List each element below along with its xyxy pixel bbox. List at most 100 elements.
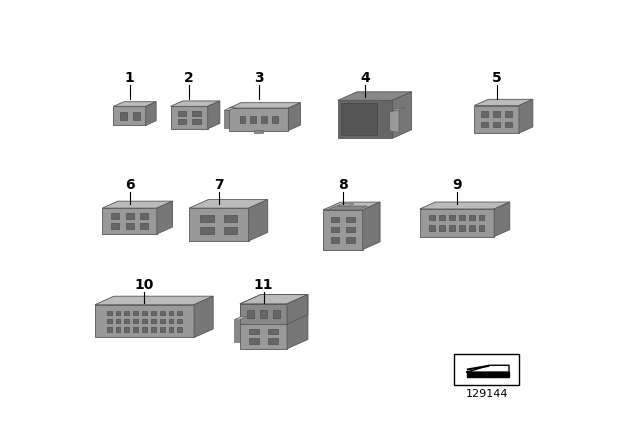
Bar	[224, 215, 237, 222]
Text: 129144: 129144	[465, 389, 508, 399]
Polygon shape	[390, 107, 404, 112]
Bar	[493, 122, 500, 127]
Bar	[107, 319, 111, 323]
Polygon shape	[287, 294, 308, 324]
Bar	[331, 227, 339, 233]
Bar	[125, 223, 134, 228]
Polygon shape	[240, 294, 308, 304]
Bar	[479, 225, 484, 231]
Polygon shape	[189, 208, 249, 241]
Polygon shape	[234, 319, 240, 342]
Bar	[272, 116, 278, 123]
Bar	[160, 327, 164, 332]
Polygon shape	[102, 201, 173, 208]
Bar	[449, 225, 455, 231]
Polygon shape	[194, 296, 213, 337]
Text: 5: 5	[492, 71, 502, 85]
Polygon shape	[146, 102, 156, 125]
Bar	[341, 103, 377, 135]
Bar	[505, 122, 512, 127]
Polygon shape	[420, 209, 494, 237]
Bar	[177, 319, 182, 323]
Bar	[193, 111, 201, 116]
Bar	[177, 120, 186, 124]
Bar	[107, 310, 111, 315]
Bar	[168, 319, 173, 323]
Bar	[469, 225, 475, 231]
Bar	[249, 329, 259, 334]
Bar	[261, 116, 267, 123]
Polygon shape	[234, 317, 246, 319]
Bar	[142, 319, 147, 323]
Bar	[481, 122, 488, 127]
Polygon shape	[229, 108, 288, 130]
Bar	[177, 111, 186, 116]
Polygon shape	[189, 200, 268, 208]
Bar	[177, 310, 182, 315]
Bar	[449, 215, 455, 220]
Bar	[132, 112, 140, 120]
Bar	[505, 111, 512, 117]
Bar	[111, 213, 119, 219]
Polygon shape	[170, 106, 208, 129]
Text: 6: 6	[125, 178, 134, 192]
Bar	[142, 327, 147, 332]
Bar	[454, 354, 519, 385]
Bar	[439, 215, 445, 220]
Text: 9: 9	[452, 178, 462, 192]
Polygon shape	[390, 110, 399, 133]
Bar	[346, 227, 355, 233]
Text: 11: 11	[254, 278, 273, 292]
Bar	[140, 223, 148, 228]
Bar	[133, 327, 138, 332]
Bar	[120, 112, 127, 120]
Bar	[268, 329, 278, 334]
Bar	[116, 310, 120, 315]
Bar	[160, 319, 164, 323]
Polygon shape	[157, 201, 173, 234]
Bar	[200, 215, 214, 222]
Bar	[177, 327, 182, 332]
Polygon shape	[240, 304, 287, 349]
Polygon shape	[363, 202, 380, 250]
Polygon shape	[474, 99, 533, 105]
Text: 10: 10	[135, 278, 154, 292]
Bar	[429, 225, 435, 231]
Bar	[224, 227, 237, 234]
Polygon shape	[323, 202, 380, 210]
Polygon shape	[494, 202, 510, 237]
Polygon shape	[249, 200, 268, 241]
Bar	[124, 310, 129, 315]
Bar	[331, 217, 339, 222]
Polygon shape	[240, 294, 308, 304]
Polygon shape	[323, 210, 363, 250]
Bar	[151, 327, 156, 332]
Bar	[459, 225, 465, 231]
Bar	[479, 215, 484, 220]
Bar	[160, 310, 164, 315]
Bar	[107, 327, 111, 332]
Bar	[250, 116, 256, 123]
Polygon shape	[208, 101, 220, 129]
Bar	[469, 215, 475, 220]
Polygon shape	[337, 204, 354, 206]
Polygon shape	[146, 121, 150, 125]
Polygon shape	[95, 296, 213, 305]
Polygon shape	[224, 110, 229, 128]
Bar	[481, 111, 488, 117]
Text: 3: 3	[253, 71, 264, 85]
Bar	[429, 215, 435, 220]
Bar	[116, 327, 120, 332]
Polygon shape	[224, 108, 235, 110]
Text: 2: 2	[184, 71, 194, 85]
Bar	[111, 223, 119, 228]
Bar	[200, 227, 214, 234]
Bar	[124, 319, 129, 323]
Bar	[273, 310, 280, 318]
Bar	[142, 310, 147, 315]
Polygon shape	[113, 106, 146, 125]
Polygon shape	[519, 99, 533, 133]
Text: 8: 8	[338, 178, 348, 192]
Polygon shape	[288, 103, 300, 130]
Polygon shape	[102, 208, 157, 234]
